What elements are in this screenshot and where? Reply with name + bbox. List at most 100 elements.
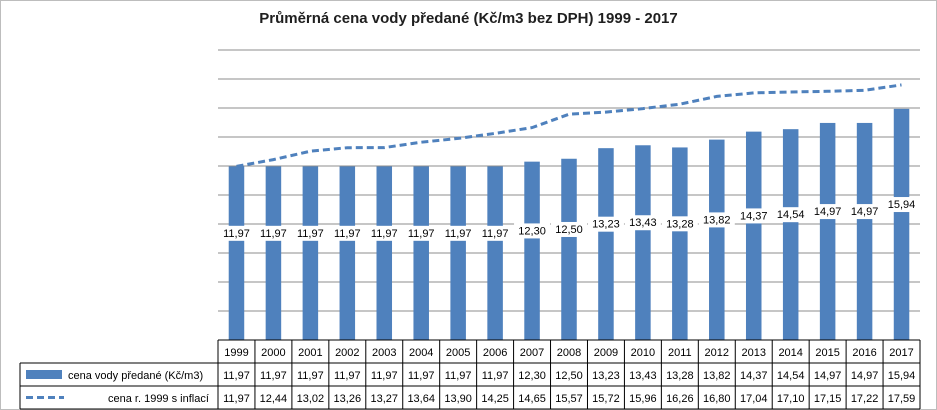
category-tick-label: 2001: [298, 347, 322, 359]
category-tick-label: 2015: [815, 347, 839, 359]
data-label: 12,30: [518, 225, 546, 237]
chart-title: Průměrná cena vody předané (Kč/m3 bez DP…: [259, 10, 678, 27]
table-cell-line-value: 17,22: [851, 393, 879, 405]
table-cell-bar-value: 13,82: [703, 370, 731, 382]
data-label: 11,97: [445, 228, 472, 240]
data-label: 13,82: [703, 214, 731, 226]
bar: [413, 166, 429, 340]
data-label: 11,97: [334, 228, 361, 240]
category-tick-label: 2007: [520, 347, 544, 359]
bar: [819, 122, 836, 340]
table-cell-bar-value: 14,97: [814, 370, 842, 382]
table-cell-bar-value: 13,23: [592, 370, 620, 382]
bar: [598, 148, 614, 340]
data-label-background: [551, 221, 587, 237]
bar: [376, 166, 393, 340]
data-label-background: [292, 225, 329, 241]
category-tick-label: 2004: [409, 347, 433, 359]
table-cell-bar-value: 12,30: [518, 370, 546, 382]
data-label: 13,43: [629, 217, 657, 229]
table-cell-bar-value: 11,97: [371, 370, 398, 382]
category-tick-label: 2003: [372, 347, 396, 359]
legend-label-line: cena r. 1999 s inflací: [108, 393, 209, 405]
data-label: 11,97: [482, 228, 509, 240]
data-label: 11,97: [408, 228, 435, 240]
series-line-inflation: [236, 83, 902, 168]
table-cell-line-value: 17,10: [777, 393, 805, 405]
data-label-background: [255, 225, 292, 241]
table-cell-bar-value: 11,97: [223, 370, 250, 382]
table-cell-line-value: 13,27: [370, 393, 398, 405]
category-tick-label: 2016: [852, 347, 876, 359]
table-cell-bar-value: 13,28: [666, 370, 694, 382]
table-cell-line-value: 16,26: [666, 393, 694, 405]
data-label: 12,50: [555, 224, 583, 236]
data-label-background: [403, 225, 440, 241]
bar: [450, 166, 466, 340]
data-label: 11,97: [371, 228, 398, 240]
category-tick-label: 2005: [446, 347, 470, 359]
category-tick-label: 1999: [224, 347, 248, 359]
data-label-background: [772, 207, 809, 223]
data-label-background: [809, 204, 846, 220]
table-cell-line-value: 17,15: [814, 393, 842, 405]
table-cell-line-value: 11,97: [223, 393, 250, 405]
category-tick-label: 2000: [261, 347, 285, 359]
data-label: 14,37: [740, 210, 768, 222]
table-cell-line-value: 14,25: [481, 393, 509, 405]
bar: [893, 108, 910, 341]
bar: [487, 166, 503, 340]
table-cell-line-value: 16,80: [703, 393, 731, 405]
category-tick-label: 2010: [631, 347, 655, 359]
category-tick-label: 2017: [889, 347, 913, 359]
bar: [856, 122, 873, 340]
bar: [302, 166, 319, 340]
table-cell-bar-value: 14,54: [777, 370, 805, 382]
data-label: 13,23: [592, 219, 620, 231]
table-cell-line-value: 15,96: [629, 393, 657, 405]
table-cell-bar-value: 11,97: [297, 370, 324, 382]
table-cell-bar-value: 11,97: [445, 370, 472, 382]
table-cell-line-value: 15,57: [555, 393, 583, 405]
bar: [265, 166, 282, 340]
table-cell-line-value: 15,72: [592, 393, 620, 405]
bar: [672, 147, 688, 340]
data-label-background: [735, 208, 772, 224]
table-cell-bar-value: 15,94: [888, 370, 916, 382]
bar: [339, 166, 356, 340]
data-label: 11,97: [260, 228, 287, 240]
data-label: 14,97: [851, 206, 879, 218]
bar: [228, 166, 245, 340]
table-cell-line-value: 17,04: [740, 393, 768, 405]
table-cell-bar-value: 14,37: [740, 370, 768, 382]
bar: [745, 131, 762, 340]
table-cell-bar-value: 12,50: [555, 370, 583, 382]
category-tick-label: 2014: [778, 347, 802, 359]
data-label-background: [846, 204, 883, 220]
data-label-background: [218, 225, 255, 241]
table-cell-bar-value: 14,97: [851, 370, 879, 382]
bar: [635, 145, 651, 340]
data-label-background: [587, 216, 624, 232]
data-label: 14,54: [777, 209, 805, 221]
table-cell-bar-value: 11,97: [260, 370, 287, 382]
data-label-background: [440, 225, 477, 241]
table-cell-line-value: 13,02: [297, 393, 325, 405]
table-cell-line-value: 13,90: [444, 393, 472, 405]
table-cell-line-value: 13,64: [407, 393, 435, 405]
data-label-background: [698, 212, 735, 228]
data-label: 13,28: [666, 218, 694, 230]
category-tick-label: 2013: [741, 347, 765, 359]
category-tick-label: 2012: [705, 347, 729, 359]
legend-label-bar: cena vody předané (Kč/m3): [68, 370, 203, 382]
data-label: 15,94: [888, 199, 916, 211]
table-cell-bar-value: 11,97: [334, 370, 361, 382]
data-label-background: [624, 215, 661, 231]
data-label-background: [329, 225, 366, 241]
data-label-background: [477, 225, 514, 241]
table-cell-line-value: 12,44: [260, 393, 288, 405]
table-cell-line-value: 14,65: [518, 393, 546, 405]
table-cell-bar-value: 13,43: [629, 370, 657, 382]
category-tick-label: 2011: [668, 347, 692, 359]
